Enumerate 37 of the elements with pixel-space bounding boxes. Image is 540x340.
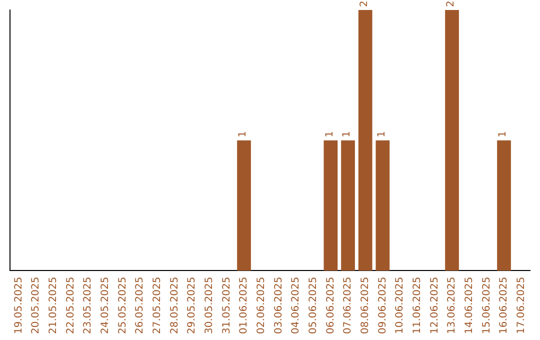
- data-label: 1: [238, 130, 249, 138]
- data-label: 2: [358, 0, 370, 7]
- x-tick-label: 16.06.2025: [498, 276, 510, 334]
- x-tick-label: 15.06.2025: [481, 276, 492, 334]
- x-tick-label: 25.05.2025: [117, 276, 128, 334]
- x-tick-label: 09.06.2025: [377, 276, 388, 334]
- x-tick-label: 17.06.2025: [516, 276, 527, 334]
- x-tick-label: 23.05.2025: [82, 276, 94, 334]
- x-tick-label: 20.05.2025: [30, 276, 42, 334]
- data-label: 1: [376, 130, 388, 138]
- x-tick-label: 07.06.2025: [342, 276, 354, 334]
- x-tick-label: 01.06.2025: [238, 276, 250, 334]
- x-tick-label: 14.06.2025: [464, 276, 475, 334]
- x-tick-label: 10.06.2025: [394, 276, 406, 334]
- x-tick-label: 22.05.2025: [65, 276, 76, 334]
- x-tick-label: 13.06.2025: [446, 276, 458, 334]
- x-tick-label: 02.06.2025: [256, 276, 267, 334]
- x-tick-label: 03.06.2025: [273, 276, 284, 334]
- x-tick-label: 31.05.2025: [221, 276, 232, 334]
- x-tick-label: 29.05.2025: [186, 276, 198, 334]
- x-tick-label: 28.05.2025: [169, 276, 180, 334]
- x-tick-label: 08.06.2025: [360, 276, 371, 334]
- x-tick-label: 21.05.2025: [48, 276, 59, 334]
- x-tick-label: 06.06.2025: [325, 276, 336, 334]
- x-tick-label: 19.05.2025: [13, 276, 24, 334]
- x-tick-label: 05.06.2025: [308, 276, 319, 334]
- x-tick-label: 11.06.2025: [412, 276, 423, 334]
- x-tick-label: 30.05.2025: [204, 276, 215, 334]
- x-tick-label: 27.05.2025: [152, 276, 163, 334]
- data-label: 1: [498, 130, 509, 138]
- x-tick-label: 12.06.2025: [429, 276, 440, 334]
- x-tick-label: 24.05.2025: [100, 276, 111, 334]
- data-label: 1: [342, 130, 353, 138]
- data-label: 1: [324, 130, 336, 138]
- x-tick-label: 04.06.2025: [290, 276, 302, 334]
- x-tick-label: 26.05.2025: [134, 276, 146, 334]
- data-label: 2: [446, 0, 457, 7]
